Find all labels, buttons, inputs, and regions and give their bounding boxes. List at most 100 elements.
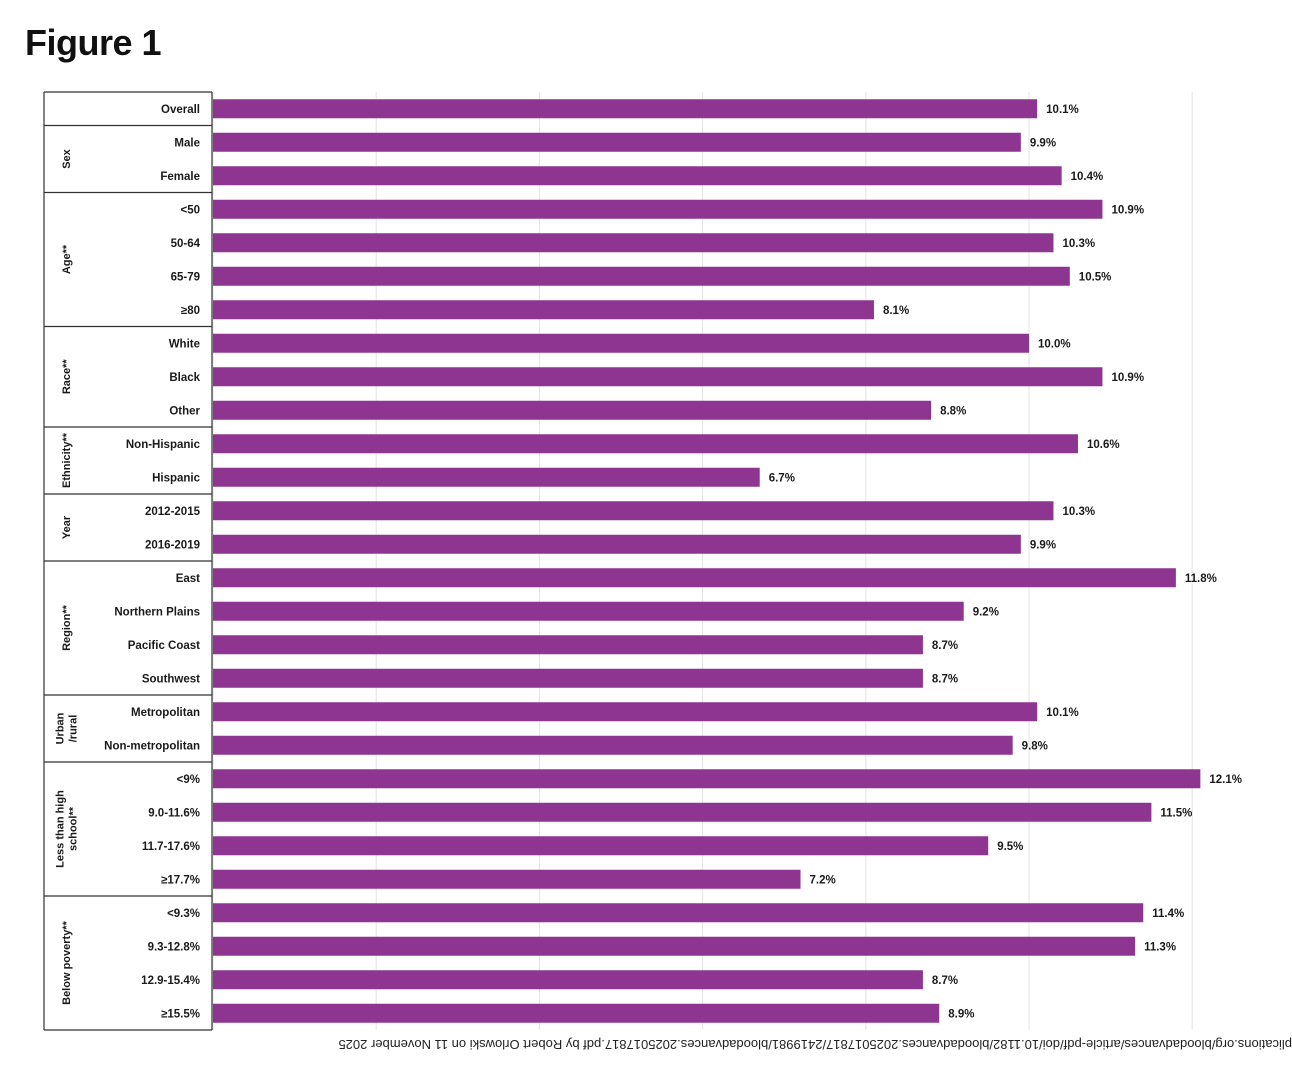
group-label-line: Sex (61, 148, 73, 168)
bar (213, 970, 923, 990)
value-label: 11.8% (1185, 573, 1217, 585)
bar (213, 903, 1144, 923)
group-label: Region** (61, 604, 73, 651)
group-label: Sex (61, 148, 73, 168)
category-label: <9.3% (167, 908, 200, 920)
value-label: 10.1% (1046, 104, 1079, 116)
value-label: 10.0% (1038, 338, 1071, 350)
group-label-line: /rural (68, 715, 80, 743)
group-label-line: Region** (61, 604, 73, 651)
bar (213, 668, 923, 688)
bar (213, 769, 1201, 789)
category-label: 9.0-11.6% (148, 807, 200, 819)
bar (213, 434, 1078, 454)
bar (213, 199, 1103, 219)
value-label: 10.3% (1062, 238, 1095, 250)
bar (213, 333, 1029, 353)
category-label: Northern Plains (114, 606, 200, 618)
group-label-line: Less than high (55, 790, 67, 868)
group-label: Race** (61, 359, 73, 395)
category-label: <50 (180, 204, 200, 216)
category-label: 12.9-15.4% (141, 975, 200, 987)
value-label: 8.8% (940, 405, 966, 417)
category-label: ≥17.7% (161, 874, 200, 886)
bar (213, 601, 964, 621)
category-label: Metropolitan (131, 707, 200, 719)
value-label: 9.9% (1030, 137, 1056, 149)
bar (213, 936, 1136, 956)
bar (213, 869, 801, 889)
category-label: Pacific Coast (128, 640, 200, 652)
group-label-line: Below poverty** (61, 920, 73, 1004)
group-label-line: Age** (61, 244, 73, 274)
value-label: 11.3% (1144, 941, 1176, 953)
bar (213, 836, 989, 856)
value-label: 8.1% (883, 305, 909, 317)
category-label: Male (174, 137, 200, 149)
bar (213, 501, 1054, 521)
value-label: 7.2% (810, 874, 836, 886)
bar (213, 702, 1038, 722)
bar (213, 635, 923, 655)
category-label: Hispanic (152, 472, 201, 484)
group-label: Year (61, 515, 73, 539)
bar (213, 735, 1013, 755)
value-label: 12.1% (1209, 774, 1242, 786)
group-frame (43, 91, 213, 1031)
bar (213, 400, 932, 420)
category-label: 2016-2019 (145, 539, 200, 551)
category-label: 65-79 (171, 271, 200, 283)
value-label: 6.7% (769, 472, 795, 484)
category-label: Southwest (142, 673, 200, 685)
value-label: 11.5% (1160, 807, 1192, 819)
value-label: 9.5% (997, 841, 1023, 853)
bar (213, 367, 1103, 387)
bars (213, 99, 1201, 1023)
bar (213, 802, 1152, 822)
category-label: Non-Hispanic (126, 439, 201, 451)
bar (213, 99, 1038, 119)
figure-title: Figure 1 (25, 22, 162, 63)
category-label: White (169, 338, 200, 350)
category-label: 11.7-17.6% (142, 841, 200, 853)
group-label: Age** (61, 244, 73, 274)
value-label: 8.9% (948, 1008, 974, 1020)
category-label: Black (169, 372, 200, 384)
bar (213, 233, 1054, 253)
category-label: ≥80 (181, 305, 200, 317)
category-label: ≥15.5% (161, 1008, 200, 1020)
bar (213, 467, 760, 487)
group-label-line: Year (61, 515, 73, 539)
value-label: 10.5% (1079, 271, 1112, 283)
category-label: East (176, 573, 200, 585)
footer-watermark: plications.org/bloodadvances/article-pdf… (338, 1037, 1292, 1052)
category-label: Other (169, 405, 200, 417)
value-label: 9.2% (973, 606, 999, 618)
bar (213, 1003, 940, 1023)
value-label: 10.9% (1111, 204, 1144, 216)
group-label: Below poverty** (61, 920, 73, 1004)
group-label-line: Ethnicity** (61, 432, 73, 488)
category-label: Overall (161, 104, 200, 116)
category-label: <9% (177, 774, 200, 786)
gridlines (212, 92, 1193, 1030)
bar (213, 534, 1021, 554)
group-label-line: school** (68, 806, 80, 851)
value-label: 10.9% (1111, 372, 1144, 384)
value-label: 10.1% (1046, 707, 1079, 719)
bar (213, 300, 874, 320)
labels: Overall 10.1% Sex Male 9.9% Female 10.4% Age** <… (55, 104, 1242, 1021)
category-label: 50-64 (171, 238, 201, 250)
value-label: 10.3% (1062, 506, 1095, 518)
value-label: 8.7% (932, 975, 958, 987)
value-label: 9.9% (1030, 539, 1056, 551)
value-label: 10.6% (1087, 439, 1120, 451)
value-label: 8.7% (932, 673, 958, 685)
group-label: Urban/rural (55, 712, 80, 744)
bar (213, 266, 1070, 286)
value-label: 8.7% (932, 640, 958, 652)
group-label: Ethnicity** (61, 432, 73, 488)
group-label-line: Urban (55, 712, 67, 744)
category-label: 9.3-12.8% (148, 941, 200, 953)
